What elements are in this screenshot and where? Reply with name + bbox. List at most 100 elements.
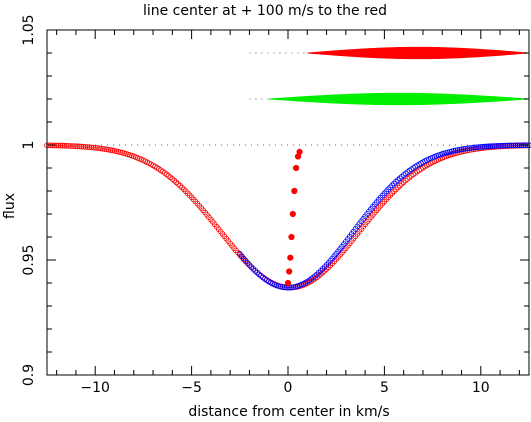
blue-profile-point (468, 145, 474, 151)
red-profile-point (181, 186, 187, 193)
blue-profile-point (489, 143, 496, 149)
blue-profile-point (477, 144, 484, 150)
red-profile-point (107, 147, 114, 153)
red-profile-point (78, 143, 85, 150)
blue-profile-point (454, 147, 461, 153)
plot-area (44, 46, 531, 291)
red-profile-point (73, 143, 79, 150)
red-profile-point (65, 143, 72, 149)
blue-profile-point (506, 142, 513, 149)
red-profile-point (183, 188, 189, 195)
blue-profile-point (476, 144, 482, 150)
blue-profile-point (466, 145, 473, 151)
bisector-point (289, 210, 296, 218)
red-profile-point (175, 181, 181, 187)
red-profile-point (179, 184, 185, 191)
blue-profile-point (464, 145, 471, 152)
blue-profile-point (510, 142, 517, 149)
blue-profile-point (512, 142, 519, 149)
red-profile-point (102, 146, 108, 152)
blue-profile-point (503, 142, 509, 149)
blue-profile-point (393, 178, 399, 185)
blue-profile-point (495, 143, 501, 149)
red-profile-point (55, 142, 62, 149)
blue-profile-point (250, 266, 257, 272)
red-profile-point (90, 144, 97, 151)
blue-profile-point (289, 284, 295, 291)
red-profile-point (84, 144, 91, 150)
x-tick-label: −5 (181, 380, 202, 396)
red-profile-point (71, 143, 77, 149)
y-tick-label: 1 (21, 141, 37, 150)
bisector-point (293, 164, 300, 172)
y-tick-label: 0.95 (21, 244, 37, 275)
chart-title: line center at + 100 m/s to the red (143, 3, 387, 19)
blue-profile-point (395, 177, 401, 183)
red-profile-point (397, 182, 403, 189)
red-profile-point (395, 184, 401, 191)
red-profile-point (88, 144, 95, 151)
red-difference-band (307, 46, 530, 60)
blue-profile-point (316, 269, 322, 276)
blue-profile-point (248, 264, 255, 270)
blue-profile-point (501, 142, 507, 149)
red-profile-point (69, 143, 75, 149)
red-profile-point (321, 268, 328, 274)
blue-profile-point (254, 269, 260, 276)
blue-profile-point (319, 266, 326, 272)
blue-profile-point (391, 180, 397, 187)
x-tick-label: 0 (284, 380, 293, 396)
red-profile-point (393, 186, 399, 193)
blue-profile-point (504, 142, 511, 149)
y-tick-label: 1.05 (21, 14, 37, 45)
blue-profile-point (460, 146, 467, 152)
red-profile-point (94, 145, 100, 151)
x-tick-label: 5 (380, 380, 389, 396)
blue-profile-point (389, 182, 395, 189)
blue-profile-point (481, 143, 488, 150)
blue-profile-point (472, 144, 478, 151)
bisector-point (288, 233, 295, 241)
red-profile-point (103, 146, 110, 153)
blue-profile-point (474, 144, 480, 151)
blue-profile-point (483, 143, 490, 150)
plot-frame (46, 29, 530, 376)
red-profile-point (75, 143, 81, 150)
blue-profile-point (485, 143, 492, 150)
blue-profile-point (479, 143, 486, 150)
red-profile-point (389, 190, 395, 197)
blue-profile-point (314, 271, 320, 278)
red-profile-point (100, 145, 106, 152)
red-profile-point (105, 146, 112, 153)
red-profile-point (63, 142, 70, 149)
red-profile-point (86, 144, 93, 151)
red-profile-point (57, 142, 64, 149)
red-profile-point (177, 182, 183, 189)
blue-profile-point (487, 143, 494, 150)
y-tick-label: 0.9 (21, 364, 37, 386)
x-axis-label: distance from center in km/s (188, 404, 389, 420)
red-profile-point (59, 142, 66, 149)
blue-profile-point (317, 268, 324, 274)
y-axis-label: flux (2, 193, 18, 219)
red-profile-point (92, 144, 98, 151)
red-profile-point (391, 188, 397, 195)
red-profile-point (82, 144, 89, 150)
blue-profile-point (456, 146, 463, 153)
x-tick-label: 10 (472, 380, 490, 396)
green-difference-band (268, 92, 530, 106)
bisector-point (296, 148, 303, 155)
red-profile-point (173, 179, 179, 186)
red-profile-point (76, 143, 83, 150)
blue-profile-point (458, 146, 465, 153)
blue-profile-point (279, 284, 286, 290)
blue-profile-point (470, 144, 476, 151)
bisector-point (284, 279, 292, 287)
blue-profile-point (493, 143, 500, 149)
blue-profile-point (508, 142, 515, 149)
blue-profile-point (491, 143, 498, 149)
blue-profile-point (252, 268, 259, 274)
red-profile-point (98, 145, 104, 152)
bisector-point (287, 254, 294, 261)
